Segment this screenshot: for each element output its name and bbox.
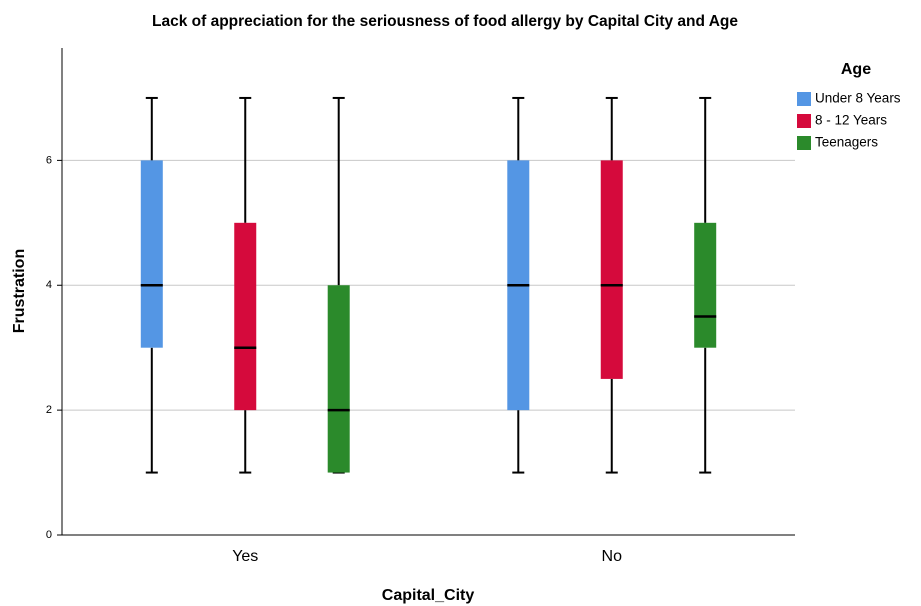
x-tick-label: No (602, 548, 623, 565)
box (327, 285, 350, 473)
chart-title: Lack of appreciation for the seriousness… (152, 13, 738, 30)
y-axis-label: Frustration (11, 249, 28, 333)
y-tick-label: 6 (46, 154, 52, 166)
x-tick-label: Yes (232, 548, 258, 565)
legend-swatch (797, 114, 811, 128)
y-tick-label: 0 (46, 529, 52, 541)
box (140, 160, 163, 348)
legend-title: Age (841, 61, 871, 78)
legend-label: 8 - 12 Years (815, 113, 887, 128)
box (234, 222, 257, 411)
y-tick-label: 2 (46, 404, 52, 416)
box (694, 222, 717, 348)
legend-label: Under 8 Years (815, 91, 901, 106)
x-axis-label: Capital_City (382, 587, 475, 604)
legend-label: Teenagers (815, 135, 878, 150)
legend-swatch (797, 92, 811, 106)
box (600, 160, 623, 379)
legend-swatch (797, 136, 811, 150)
y-tick-label: 4 (46, 279, 52, 291)
